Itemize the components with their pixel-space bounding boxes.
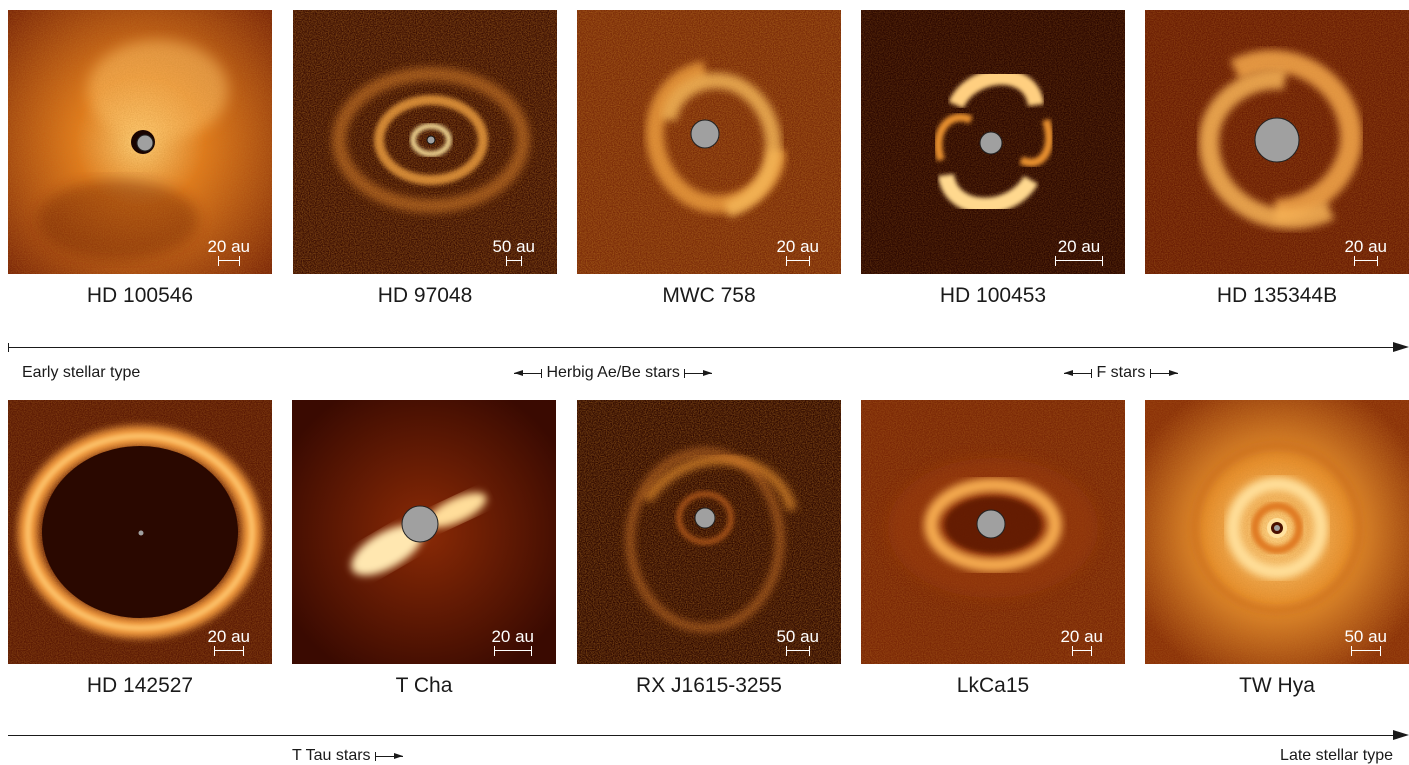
arrow-left-icon bbox=[514, 368, 542, 378]
arrow-right-icon bbox=[375, 751, 404, 761]
panel-hd-100546: 20 au bbox=[8, 10, 272, 274]
disk-image-two-arm-spiral bbox=[577, 10, 841, 274]
target-name: HD 135344B bbox=[1216, 284, 1338, 307]
panel-hd-97048: 50 au bbox=[293, 10, 557, 274]
target-name: T Cha bbox=[395, 674, 453, 697]
target-name: RX J1615-3255 bbox=[636, 674, 782, 697]
early-stellar-type-label: Early stellar type bbox=[22, 364, 141, 381]
target-name: MWC 758 bbox=[662, 284, 756, 307]
arrow-right-icon bbox=[684, 368, 713, 378]
stellar-type-axis-bottom bbox=[8, 730, 1409, 740]
disk-image-face-on-rings bbox=[1145, 400, 1409, 664]
scale-bar: 20 au bbox=[491, 628, 534, 656]
scale-bar: 50 au bbox=[492, 238, 535, 266]
disk-image-inclined-ring bbox=[861, 400, 1125, 664]
herbig-stars-range: Herbig Ae/Be stars bbox=[514, 364, 713, 382]
disk-image-bright-halo bbox=[8, 10, 272, 274]
scale-bar: 20 au bbox=[207, 628, 250, 656]
disk-image-concentric-rings bbox=[293, 10, 557, 274]
disk-image-spiral-arms bbox=[1145, 10, 1409, 274]
arrow-right-icon bbox=[1149, 368, 1178, 378]
panel-t-cha: 20 au bbox=[292, 400, 556, 664]
target-name: HD 100546 bbox=[86, 284, 194, 307]
target-name: HD 100453 bbox=[939, 284, 1047, 307]
f-stars-label: F stars bbox=[1096, 364, 1146, 381]
panel-mwc-758: 20 au bbox=[577, 10, 841, 274]
panel-tw-hya: 50 au bbox=[1145, 400, 1409, 664]
scale-bar: 50 au bbox=[776, 628, 819, 656]
panel-hd-100453: 20 au bbox=[861, 10, 1125, 274]
panel-hd-135344b: 20 au bbox=[1145, 10, 1409, 274]
disk-image-edge-on-lobes bbox=[292, 400, 556, 664]
target-name: TW Hya bbox=[1239, 674, 1315, 697]
t-tau-stars-range: T Tau stars bbox=[292, 747, 404, 765]
target-name: LkCa15 bbox=[956, 674, 1030, 697]
disk-image-two-arm-spiral-compact bbox=[861, 10, 1125, 274]
scale-bar: 50 au bbox=[1344, 628, 1387, 656]
f-stars-range: F stars bbox=[1064, 364, 1178, 382]
panel-lkca15: 20 au bbox=[861, 400, 1125, 664]
t-tau-stars-label: T Tau stars bbox=[292, 747, 371, 764]
panel-rx-j1615: 50 au bbox=[577, 400, 841, 664]
late-stellar-type-label: Late stellar type bbox=[1280, 747, 1393, 764]
scale-bar: 20 au bbox=[776, 238, 819, 266]
scale-bar: 20 au bbox=[1055, 238, 1103, 266]
scale-bar: 20 au bbox=[1344, 238, 1387, 266]
arrow-right-icon bbox=[1393, 730, 1409, 740]
target-name: HD 97048 bbox=[377, 284, 473, 307]
panel-hd-142527: 20 au bbox=[8, 400, 272, 664]
scale-bar: 20 au bbox=[1060, 628, 1103, 656]
disk-image-faint-rings bbox=[577, 400, 841, 664]
herbig-stars-label: Herbig Ae/Be stars bbox=[546, 364, 680, 381]
scale-bar: 20 au bbox=[207, 238, 250, 266]
target-name: HD 142527 bbox=[86, 674, 194, 697]
disk-image-large-cavity-ring bbox=[8, 400, 272, 664]
stellar-type-axis-top bbox=[8, 342, 1409, 352]
arrow-left-icon bbox=[1064, 368, 1092, 378]
arrow-right-icon bbox=[1393, 342, 1409, 352]
